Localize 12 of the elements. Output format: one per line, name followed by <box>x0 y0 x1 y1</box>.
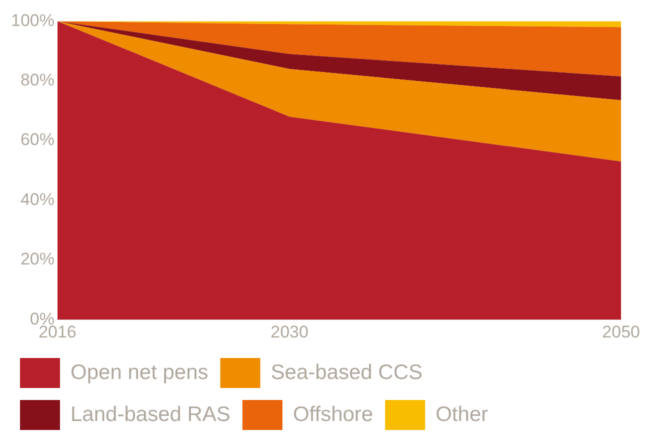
legend-label: Sea-based CCS <box>270 360 423 384</box>
y-tick-label: 80% <box>20 70 54 90</box>
y-tick-label: 20% <box>20 250 54 269</box>
legend-label: Offshore <box>292 402 374 426</box>
y-tick-label: 40% <box>20 190 54 209</box>
y-tick-label: 60% <box>20 130 54 150</box>
x-tick-label: 2030 <box>270 322 308 342</box>
legend-label: Open net pens <box>70 360 208 384</box>
y-tick-label: 100% <box>10 10 54 30</box>
x-tick-label: 2050 <box>602 322 640 342</box>
legend-label: Other <box>436 402 488 426</box>
legend-label: Land-based RAS <box>70 402 230 426</box>
